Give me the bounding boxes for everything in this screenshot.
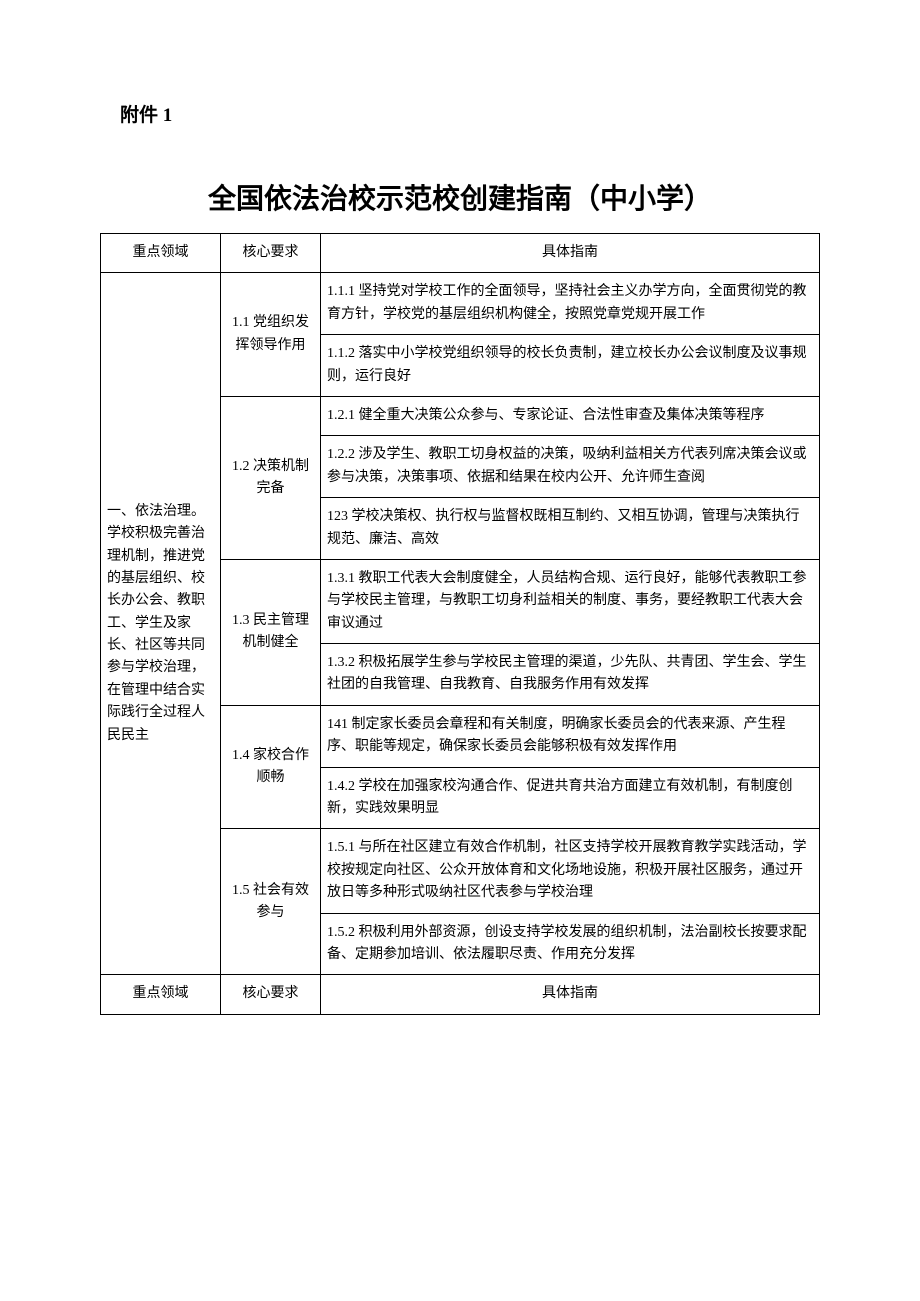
header-domain: 重点领域 [101, 234, 221, 273]
core-cell: 1.5 社会有效参与 [221, 829, 321, 975]
guide-cell: 1.4.2 学校在加强家校沟通合作、促进共育共治方面建立有效机制，有制度创新，实… [321, 767, 820, 829]
main-title: 全国依法治校示范校创建指南（中小学） [100, 177, 820, 217]
header-core: 核心要求 [221, 234, 321, 273]
header-core: 核心要求 [221, 975, 321, 1014]
guide-cell: 1.5.1 与所在社区建立有效合作机制，社区支持学校开展教育教学实践活动，学校按… [321, 829, 820, 913]
core-cell: 1.2 决策机制完备 [221, 396, 321, 559]
guide-cell: 1.1.2 落实中小学校党组织领导的校长负责制，建立校长办公会议制度及议事规则，… [321, 335, 820, 397]
guide-cell: 1.1.1 坚持党对学校工作的全面领导，坚持社会主义办学方向，全面贯彻党的教育方… [321, 273, 820, 335]
guide-cell: 1.2.1 健全重大决策公众参与、专家论证、合法性审查及集体决策等程序 [321, 396, 820, 435]
table-header-row: 重点领域 核心要求 具体指南 [101, 975, 820, 1014]
core-cell: 1.3 民主管理机制健全 [221, 559, 321, 705]
core-cell: 1.1 党组织发挥领导作用 [221, 273, 321, 397]
guide-cell: 1.2.2 涉及学生、教职工切身权益的决策，吸纳利益相关方代表列席决策会议或参与… [321, 436, 820, 498]
guide-table: 重点领域 核心要求 具体指南 一、依法治理。学校积极完善治理机制，推进党的基层组… [100, 233, 820, 1015]
guide-cell: 123 学校决策权、执行权与监督权既相互制约、又相互协调，管理与决策执行规范、廉… [321, 498, 820, 560]
guide-cell: 1.3.1 教职工代表大会制度健全，人员结构合规、运行良好，能够代表教职工参与学… [321, 559, 820, 643]
domain-cell: 一、依法治理。学校积极完善治理机制，推进党的基层组织、校长办公会、教职工、学生及… [101, 273, 221, 975]
document-page: 附件 1 全国依法治校示范校创建指南（中小学） 重点领域 核心要求 具体指南 一… [0, 0, 920, 1075]
header-guide: 具体指南 [321, 975, 820, 1014]
guide-cell: 1.3.2 积极拓展学生参与学校民主管理的渠道，少先队、共青团、学生会、学生社团… [321, 644, 820, 706]
attachment-label: 附件 1 [120, 100, 820, 127]
core-cell: 1.4 家校合作顺畅 [221, 705, 321, 829]
header-domain: 重点领域 [101, 975, 221, 1014]
header-guide: 具体指南 [321, 234, 820, 273]
table-row: 一、依法治理。学校积极完善治理机制，推进党的基层组织、校长办公会、教职工、学生及… [101, 273, 820, 335]
guide-cell: 141 制定家长委员会章程和有关制度，明确家长委员会的代表来源、产生程序、职能等… [321, 705, 820, 767]
table-header-row: 重点领域 核心要求 具体指南 [101, 234, 820, 273]
guide-cell: 1.5.2 积极利用外部资源，创设支持学校发展的组织机制，法治副校长按要求配备、… [321, 913, 820, 975]
